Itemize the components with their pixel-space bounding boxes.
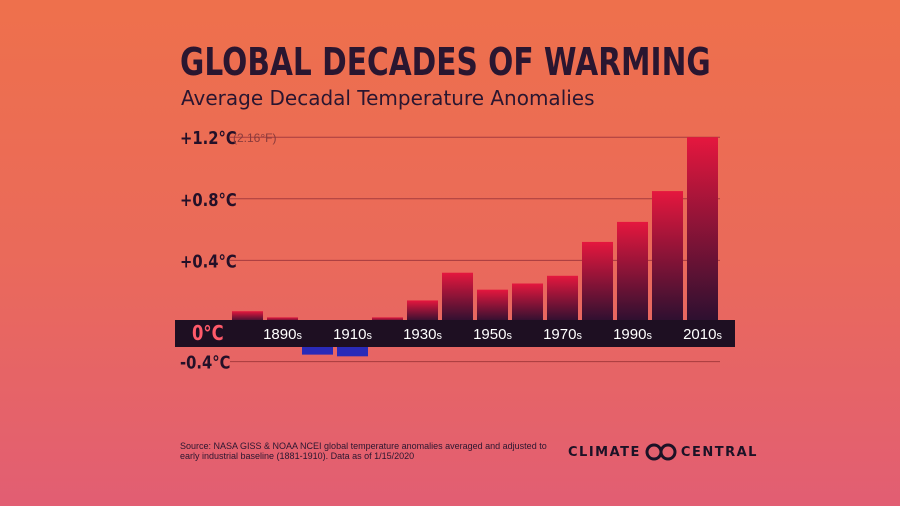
chart-subtitle: Average Decadal Temperature Anomalies — [181, 86, 595, 110]
bar-1990s — [617, 221, 648, 322]
chart-title: GLOBAL DECADES OF WARMING — [180, 40, 711, 84]
x-tick-label: 2010s — [683, 326, 722, 343]
x-tick-label: 1890s — [263, 326, 302, 343]
y-tick-label: +1.2°C — [180, 128, 237, 149]
x-tick-label: 1990s — [613, 326, 652, 343]
bar-1980s — [582, 241, 613, 322]
bar-1910s — [337, 347, 368, 357]
bar-1880s — [232, 311, 263, 322]
y-tick-label: -0.4°C — [180, 352, 230, 373]
bar-1950s — [477, 289, 508, 322]
y-tick-label: +0.4°C — [180, 251, 237, 272]
climate-central-logo: CLIMATE CENTRAL — [568, 441, 758, 463]
bar-1920s — [372, 317, 403, 322]
x-tick-label: 1910s — [333, 326, 372, 343]
bar-1890s — [267, 317, 298, 322]
x-tick-label: 1930s — [403, 326, 442, 343]
y-tick-label: 0°C — [192, 323, 224, 346]
y-tick-note: (2.16°F) — [233, 131, 276, 145]
source-note: Source: NASA GISS & NOAA NCEI global tem… — [180, 441, 547, 461]
bar-1960s — [512, 283, 543, 322]
bar-2010s — [687, 137, 718, 322]
logo-text-climate: CLIMATE — [568, 444, 641, 460]
zero-baseline-band — [175, 320, 735, 347]
x-tick-label: 1970s — [543, 326, 582, 343]
bar-1930s — [407, 300, 438, 322]
climate-central-rings-icon — [645, 443, 677, 461]
bar-2000s — [652, 191, 683, 322]
bar-1970s — [547, 275, 578, 322]
x-tick-label: 1950s — [473, 326, 512, 343]
bar-1900s — [302, 347, 333, 355]
logo-text-central: CENTRAL — [680, 444, 758, 460]
bar-1940s — [442, 272, 473, 322]
y-tick-label: +0.8°C — [180, 189, 237, 210]
